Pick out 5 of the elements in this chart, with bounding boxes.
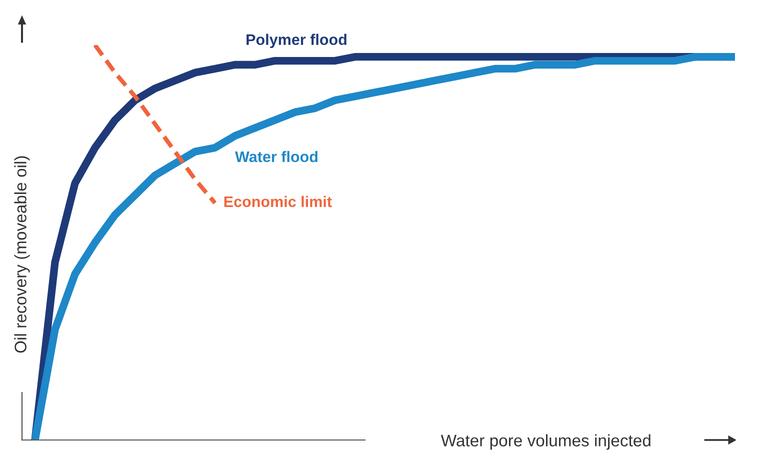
series-label: Water flood: [235, 150, 318, 162]
series-label: Economic limit: [224, 196, 332, 208]
x-axis-title: Water pore volumes injected: [440, 434, 650, 450]
series-label: Polymer flood: [246, 34, 346, 48]
y-axis-title: Oil recovery (moveable oil): [14, 156, 30, 353]
